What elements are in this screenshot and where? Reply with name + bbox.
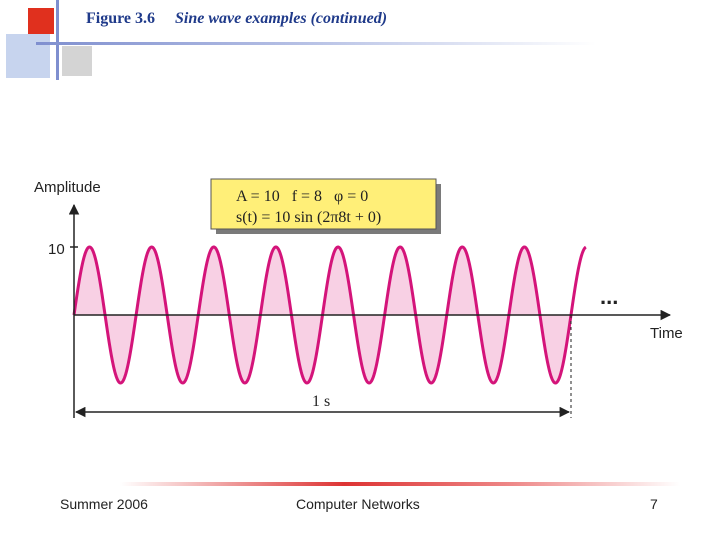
footer-page-number: 7 (650, 496, 658, 512)
decorative-gray-square (62, 46, 92, 76)
figure-label: Figure 3.6 (86, 10, 156, 27)
formula-params: A = 10 f = 8 φ = 0 (236, 188, 368, 205)
decorative-horizontal-line (36, 42, 596, 45)
x-axis-label: Time (650, 325, 683, 342)
sine-wave-line (72, 245, 587, 385)
duration-label: 1 s (312, 393, 330, 410)
decorative-vertical-line (56, 0, 59, 80)
footer-divider (120, 482, 680, 486)
formula-equation: s(t) = 10 sin (2π8t + 0) (236, 209, 381, 226)
y-tick-label: 10 (48, 241, 65, 258)
formula-box (210, 178, 437, 230)
continuation-dots: ... (600, 284, 618, 309)
footer-course: Computer Networks (296, 496, 420, 512)
decorative-red-square (28, 8, 54, 34)
figure-caption: Sine wave examples (continued) (175, 10, 388, 27)
y-axis-label: Amplitude (34, 179, 101, 196)
footer-term: Summer 2006 (60, 496, 148, 512)
slide-title: Figure 3.6 Sine wave examples (continued… (86, 10, 387, 28)
decorative-blue-square (6, 34, 50, 78)
